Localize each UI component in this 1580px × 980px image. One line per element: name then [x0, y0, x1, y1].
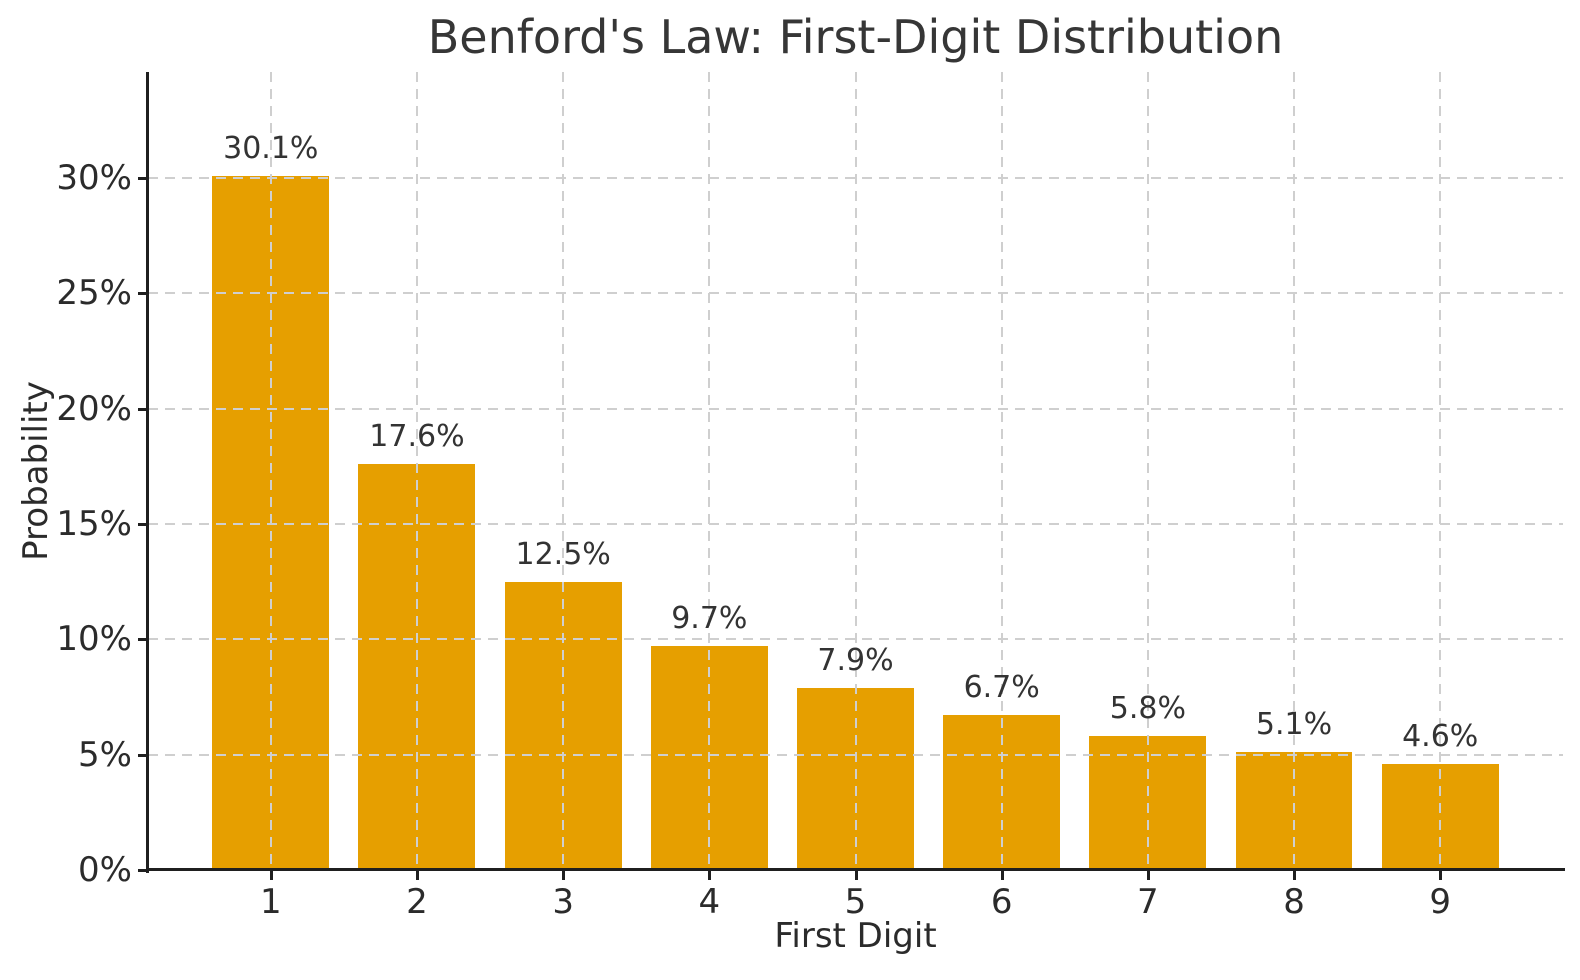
- y-tick-mark: [138, 753, 148, 757]
- x-tick-label: 4: [698, 882, 721, 922]
- bar-value-label: 12.5%: [515, 536, 611, 572]
- gridline-vertical: [562, 72, 565, 870]
- gridline-vertical: [1000, 72, 1003, 870]
- y-tick-label: 5%: [78, 734, 132, 775]
- bar-value-label: 30.1%: [223, 130, 319, 166]
- y-tick-mark: [138, 638, 148, 642]
- x-tick-label: 1: [259, 882, 282, 922]
- x-tick-label: 6: [990, 882, 1013, 922]
- y-tick-mark: [138, 177, 148, 181]
- x-tick-mark: [415, 870, 419, 880]
- x-tick-label: 7: [1137, 882, 1159, 922]
- bar-value-label: 9.7%: [671, 601, 748, 637]
- gridline-vertical: [1293, 72, 1296, 870]
- y-axis-spine: [146, 72, 149, 873]
- gridline-vertical: [1439, 72, 1442, 870]
- bar-value-label: 7.9%: [817, 642, 894, 678]
- x-tick-label: 9: [1429, 882, 1452, 922]
- gridline-vertical: [854, 72, 857, 870]
- x-tick-label: 5: [844, 882, 867, 922]
- y-tick-mark: [138, 292, 148, 296]
- plot-area: 30.1% 17.6% 12.5% 9.7% 7.9% 6.7% 5.8% 5.1% 4.6%: [148, 72, 1563, 870]
- gridline-vertical: [269, 72, 272, 870]
- y-tick-label: 30%: [56, 158, 132, 199]
- x-axis-label: First Digit: [774, 916, 937, 956]
- gridline-vertical: [1146, 72, 1149, 870]
- y-tick-mark: [138, 523, 148, 527]
- x-tick-label: 2: [406, 882, 428, 922]
- y-tick-label: 25%: [56, 273, 132, 314]
- y-tick-label: 0%: [78, 850, 132, 890]
- x-tick-label: 3: [552, 882, 574, 922]
- bar-value-label: 6.7%: [963, 670, 1040, 706]
- x-tick-mark: [854, 870, 858, 880]
- x-tick-mark: [1000, 870, 1004, 880]
- x-tick-mark: [1293, 870, 1297, 880]
- x-tick-mark: [269, 870, 273, 880]
- x-tick-mark: [708, 870, 712, 880]
- bar-value-label: 17.6%: [369, 419, 465, 455]
- x-axis-spine: [146, 868, 1565, 871]
- x-tick-mark: [1146, 870, 1150, 880]
- bar-value-label: 5.8%: [1109, 691, 1186, 727]
- y-tick-label: 10%: [56, 619, 132, 660]
- x-tick-label: 8: [1283, 882, 1305, 922]
- y-tick-label: 20%: [56, 388, 132, 429]
- x-tick-mark: [1439, 870, 1443, 880]
- y-tick-mark: [138, 869, 148, 872]
- y-tick-mark: [138, 407, 148, 411]
- bar-value-label: 4.6%: [1402, 718, 1479, 754]
- x-tick-mark: [562, 870, 566, 880]
- gridline-vertical: [415, 72, 418, 870]
- chart-title: Benford's Law: First-Digit Distribution: [427, 10, 1284, 64]
- bar-value-label: 5.1%: [1255, 707, 1333, 743]
- y-tick-label: 15%: [56, 504, 132, 545]
- gridline-vertical: [708, 72, 711, 870]
